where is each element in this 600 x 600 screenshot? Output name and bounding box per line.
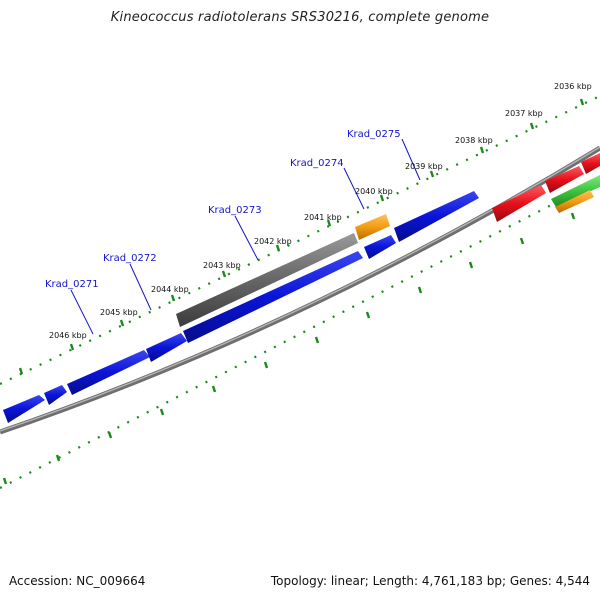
green-feature[interactable]	[551, 175, 600, 207]
kbp-label: 2046 kbp	[49, 331, 87, 340]
gene-feature[interactable]	[44, 385, 67, 405]
gene-feature[interactable]	[364, 235, 396, 259]
lower-ruler-ticks	[2, 212, 576, 485]
gene-label[interactable]: Krad_0272	[103, 253, 157, 264]
rna-feature[interactable]	[355, 214, 390, 240]
upper-ruler-line	[0, 95, 600, 385]
lower-ruler-line	[0, 179, 600, 489]
gene-label[interactable]: Krad_0273	[208, 205, 262, 216]
gene-label[interactable]: Krad_0271	[45, 279, 99, 290]
kbp-labels: 2036 kbp 2037 kbp 2038 kbp 2039 kbp 2040…	[49, 82, 592, 340]
gene-feature[interactable]	[3, 395, 45, 423]
rna-feature[interactable]	[555, 190, 594, 213]
gene-feature[interactable]	[394, 191, 479, 242]
red-feature[interactable]	[581, 153, 600, 174]
accession-info: Accession: NC_009664	[9, 574, 146, 588]
kbp-label: 2037 kbp	[505, 109, 543, 118]
kbp-label: 2043 kbp	[203, 261, 241, 270]
gene-feature[interactable]	[183, 251, 363, 343]
gene-feature[interactable]	[146, 333, 187, 362]
gene-label[interactable]: Krad_0274	[290, 158, 344, 169]
red-feature[interactable]	[545, 166, 584, 193]
kbp-label: 2042 kbp	[254, 237, 292, 246]
kbp-label: 2039 kbp	[405, 162, 443, 171]
gene-label-leaders	[70, 138, 421, 335]
gene-labels: Krad_0271 Krad_0272 Krad_0273 Krad_0274 …	[45, 129, 401, 290]
genome-title: Kineococcus radiotolerans SRS30216, comp…	[110, 10, 490, 25]
kbp-label: 2038 kbp	[455, 136, 493, 145]
genome-summary: Topology: linear; Length: 4,761,183 bp; …	[270, 574, 590, 588]
kbp-label: 2036 kbp	[554, 82, 592, 91]
kbp-label: 2040 kbp	[355, 187, 393, 196]
kbp-label: 2041 kbp	[304, 213, 342, 222]
upper-ruler-ticks	[18, 98, 585, 375]
red-feature[interactable]	[492, 185, 546, 222]
kbp-label: 2045 kbp	[100, 308, 138, 317]
kbp-label: 2044 kbp	[151, 285, 189, 294]
gene-feature[interactable]	[67, 350, 150, 395]
genome-backbone	[0, 145, 600, 435]
gene-label[interactable]: Krad_0275	[347, 129, 401, 140]
pseudo-gene-feature[interactable]	[176, 233, 358, 327]
